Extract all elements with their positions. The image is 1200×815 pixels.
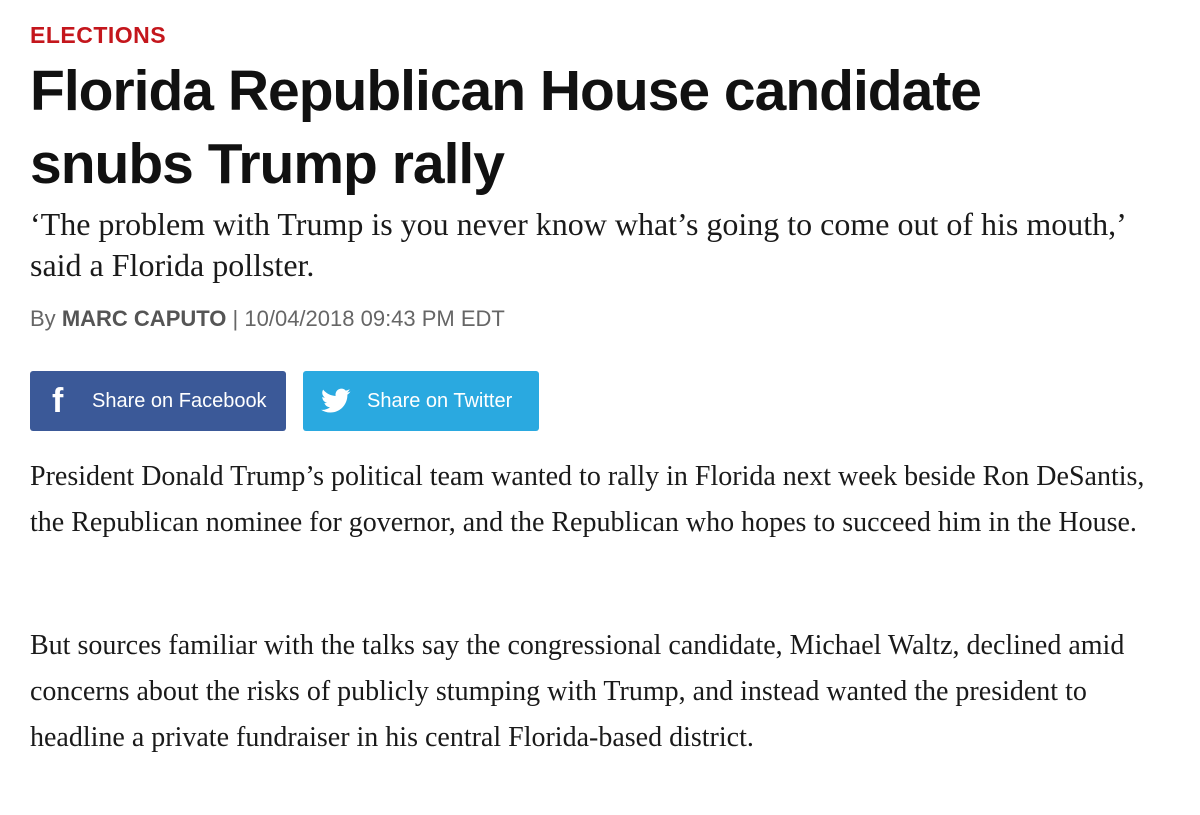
article-paragraph: But sources familiar with the talks say … [30,630,1125,753]
byline: By MARC CAPUTO | 10/04/2018 09:43 PM EDT [30,306,505,332]
article-paragraph: President Donald Trump’s political team … [30,461,1145,538]
timestamp: 10/04/2018 09:43 PM EDT [244,306,505,331]
facebook-icon: f [52,382,64,420]
share-facebook-label: Share on Facebook [92,389,267,412]
byline-prefix: By [30,306,56,331]
author-link[interactable]: MARC CAPUTO [61,306,227,331]
byline-separator: | [232,306,239,331]
share-twitter-label: Share on Twitter [367,389,513,412]
category-link[interactable]: ELECTIONS [30,22,167,48]
twitter-bird-icon [321,388,351,413]
dek-subheadline: ‘The problem with Trump is you never kno… [30,206,1125,283]
headline: Florida Republican House candidate snubs… [30,59,982,196]
share-facebook-button[interactable]: f Share on Facebook [30,371,286,431]
share-twitter-button[interactable]: Share on Twitter [303,371,539,431]
